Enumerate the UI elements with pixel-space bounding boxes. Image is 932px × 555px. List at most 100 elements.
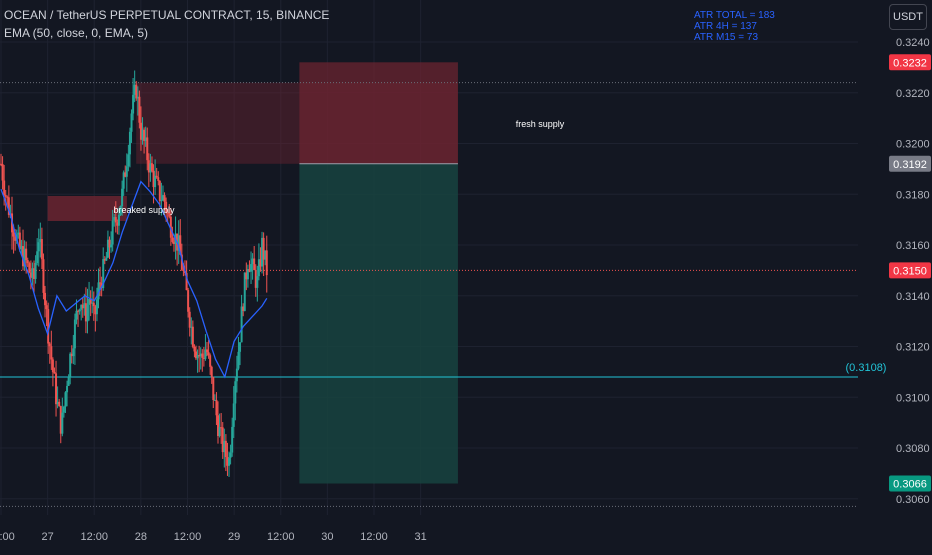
candle-body-163 xyxy=(256,276,259,288)
candle-body-157 xyxy=(246,269,249,280)
price-tick-1: 0.3220 xyxy=(896,88,930,100)
candle-body-139 xyxy=(218,427,221,437)
candle-body-113 xyxy=(177,235,180,251)
price-axis[interactable]: 0.3240 0.3220 0.3200 0.3180 0.3160 0.3140 0.31… xyxy=(889,37,931,506)
candle-body-16 xyxy=(25,248,28,261)
price-marker-0: 0.3232 xyxy=(893,57,927,69)
zone-3 xyxy=(299,163,458,484)
candle-body-45 xyxy=(70,353,73,357)
candle-body-169 xyxy=(265,250,268,276)
time-tick-6: 12:00 xyxy=(267,531,295,543)
candle-body-106 xyxy=(166,212,169,214)
candle-body-9 xyxy=(14,236,17,241)
candle-body-109 xyxy=(171,237,174,242)
candle-body-134 xyxy=(210,366,213,377)
candle-body-128 xyxy=(201,353,204,358)
candle-body-57 xyxy=(89,299,92,304)
candle-body-162 xyxy=(254,269,257,288)
candle-body-116 xyxy=(182,269,185,271)
candle-body-92 xyxy=(144,137,147,141)
candle-body-151 xyxy=(237,351,240,369)
price-tick-0: 0.3240 xyxy=(896,37,930,49)
ema-line xyxy=(0,180,268,379)
atr-4h-label: ATR 4H = 137 xyxy=(694,21,757,32)
candle-body-77 xyxy=(121,188,124,206)
candle-body-1 xyxy=(1,164,4,181)
candle-body-49 xyxy=(77,310,80,312)
candle-body-74 xyxy=(116,222,119,226)
candle-body-93 xyxy=(146,137,149,161)
candle-body-67 xyxy=(105,257,108,261)
candle-body-5 xyxy=(7,197,10,215)
candle-body-114 xyxy=(179,235,182,255)
fresh-supply-label: fresh supply xyxy=(516,119,565,129)
candle-body-47 xyxy=(73,319,76,349)
candle-body-90 xyxy=(141,129,144,140)
candle-body-121 xyxy=(190,326,193,328)
ema-series xyxy=(0,180,268,379)
candle-body-123 xyxy=(193,346,196,352)
candle-body-138 xyxy=(217,415,220,437)
candle-body-65 xyxy=(102,259,105,289)
candle-body-31 xyxy=(48,343,51,347)
candle-body-39 xyxy=(61,412,64,434)
candle-body-118 xyxy=(185,273,188,291)
candle-body-102 xyxy=(160,200,163,202)
candlestick-series xyxy=(0,70,268,477)
candle-body-146 xyxy=(229,452,232,458)
candle-body-110 xyxy=(172,241,175,245)
candle-body-18 xyxy=(28,263,31,273)
currency-button[interactable]: USDT xyxy=(889,4,927,30)
candle-body-23 xyxy=(36,251,39,263)
candle-body-61 xyxy=(95,299,98,315)
time-tick-2: 12:00 xyxy=(80,531,108,543)
candle-body-98 xyxy=(154,175,157,188)
candle-body-100 xyxy=(157,177,160,181)
candle-body-50 xyxy=(78,309,81,312)
candle-body-150 xyxy=(235,368,238,382)
candle-body-26 xyxy=(40,239,43,260)
candle-body-159 xyxy=(250,264,253,272)
candle-body-161 xyxy=(253,258,256,270)
candle-body-81 xyxy=(127,154,130,167)
candle-body-95 xyxy=(149,163,152,173)
candle-body-127 xyxy=(199,353,202,357)
candle-body-36 xyxy=(56,401,59,405)
time-tick-5: 29 xyxy=(228,531,240,543)
candle-body-165 xyxy=(259,259,262,267)
candle-body-35 xyxy=(55,373,58,405)
candle-body-153 xyxy=(240,306,243,343)
candle-body-69 xyxy=(108,239,111,248)
indicator-legend[interactable]: EMA (50, close, 0, EMA, 5) xyxy=(4,26,149,40)
candle-body-149 xyxy=(234,381,237,404)
candle-body-130 xyxy=(204,349,207,359)
candle-body-80 xyxy=(125,166,128,177)
candle-body-8 xyxy=(12,232,15,237)
chart-title: OCEAN / TetherUS PERPETUAL CONTRACT, 15,… xyxy=(4,8,330,22)
candle-body-85 xyxy=(133,84,136,95)
candle-body-42 xyxy=(66,385,69,393)
candle-body-145 xyxy=(228,457,231,466)
candle-body-154 xyxy=(242,306,245,311)
candle-body-148 xyxy=(232,403,235,427)
candle-body-96 xyxy=(150,163,153,171)
price-marker-box-3 xyxy=(889,475,931,492)
candle-body-84 xyxy=(132,94,135,114)
time-axis[interactable]: 00:00 27 12:00 28 12:00 29 12:00 30 12:00 31 xyxy=(0,531,427,543)
candle-body-22 xyxy=(34,262,37,279)
candle-body-3 xyxy=(4,195,7,197)
target-level-label: (0.3108) xyxy=(846,362,887,374)
candle-body-99 xyxy=(155,175,158,178)
candle-body-136 xyxy=(213,399,216,401)
candle-body-147 xyxy=(231,426,234,453)
candle-body-142 xyxy=(223,440,226,453)
candle-body-15 xyxy=(23,248,26,267)
candle-body-17 xyxy=(26,260,29,264)
time-tick-0: 00:00 xyxy=(0,531,15,543)
candle-body-59 xyxy=(92,302,95,307)
candle-body-82 xyxy=(128,131,131,155)
candle-body-68 xyxy=(106,239,109,258)
candle-body-56 xyxy=(88,299,91,305)
candle-body-79 xyxy=(124,172,127,177)
